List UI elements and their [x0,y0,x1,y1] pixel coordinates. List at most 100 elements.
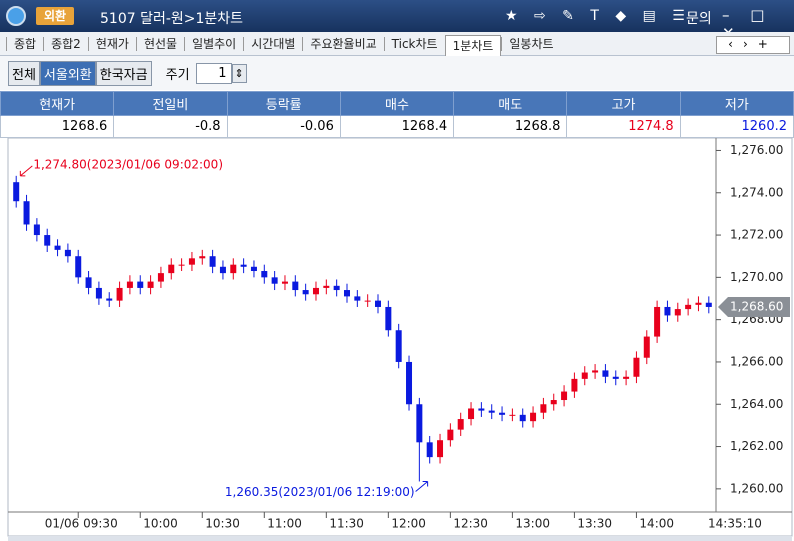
x-tick-label: 10:30 [205,517,240,531]
candle-body [354,296,361,301]
candle-body [95,287,102,299]
filter-button[interactable]: 전체 [8,60,40,86]
candle-body [219,266,226,274]
quote-table: 현재가 전일비 등락률 매수 매도 고가 저가 1268.6 -0.8 -0.06 1268.4 12… [0,91,794,138]
candle-body [54,245,61,250]
y-tick-label: 1,264.00 [730,397,783,411]
candle-body [147,281,154,288]
tab-bar: 종합 종합2 현재가 현선물 일별추이 시간대별 주요환율비교 Tick차트 1분차트 일봉차트 [0,32,794,56]
candle-body [540,404,547,413]
quote-value: 1260.2 [679,115,794,138]
column-header: 매수 [339,91,455,116]
candle-body [592,370,599,373]
candle-body [499,412,506,415]
candle-body [271,277,278,284]
quote-value: 1268.6 [0,115,115,138]
column-header: 매도 [453,91,568,116]
tab[interactable]: 현재가 [87,36,136,51]
candle-body [581,372,588,379]
y-tick-label: 1,260.00 [730,481,783,495]
candle-body [550,400,557,405]
candle-body [519,414,526,422]
tab[interactable]: 일별추이 [184,36,243,51]
candle-body [302,290,309,295]
candle-body [126,281,133,288]
candle-body [137,281,144,288]
inquiry[interactable]: 문의 [686,11,712,27]
candle-body [343,290,350,297]
y-tick-label: 1,272.00 [730,228,783,242]
column-header: 현재가 [0,91,115,116]
scrollbar[interactable] [8,536,792,541]
column-header: 고가 [566,91,681,116]
column-header: 저가 [679,91,794,116]
candle-body [250,266,257,272]
candle-body [612,376,619,379]
candle-body [116,287,123,301]
quote-table-wrap: 현재가 전일비 등락률 매수 매도 고가 저가 1268.6 -0.8 -0.06 1268.4 12… [0,91,794,138]
toolbar-icons[interactable]: ★ ⇨ ✎ T ◆ ▤ ☰ [505,8,691,24]
candle-body [478,408,485,411]
tab[interactable]: 주요환율비교 [302,36,383,51]
y-tick-label: 1,270.00 [730,270,783,284]
app-icon [6,6,26,26]
candle-body [240,264,247,267]
candle-body [437,440,444,458]
candle-body [685,304,692,310]
tab[interactable]: 시간대별 [243,36,302,51]
tab[interactable]: Tick차트 [383,36,445,51]
x-tick-label: 11:30 [329,517,364,531]
candle-body [364,300,371,302]
low-label: 1,260.35(2023/01/06 12:19:00) [225,485,415,499]
candle-body [333,285,340,291]
candle-body [106,298,113,301]
y-tick-label: 1,262.00 [730,439,783,453]
candle-body [44,235,51,246]
tab[interactable]: 1분차트 [444,34,502,56]
candle-body [75,256,82,278]
toolbar: 전체 서울외환 한국자금 주기 1 ⇕ [0,56,794,90]
quote-value: 1268.4 [339,115,455,138]
period-input[interactable]: 1 [195,62,232,84]
candle-body [23,201,30,225]
candle-body [654,306,661,337]
candle-body [375,300,382,307]
candle-body [633,357,640,377]
tab-scroll[interactable]: ‹›+ [716,36,790,54]
quote-value: 1274.8 [566,115,681,138]
candle-body [509,414,516,416]
tab[interactable]: 종합2 [43,36,88,51]
candle-body [292,281,299,291]
quote-value: -0.8 [113,115,228,138]
candle-body [199,256,206,259]
candle-body [209,256,216,267]
candle-body [188,258,195,265]
x-tick-label: 01/06 09:30 [45,517,118,531]
candle-body [674,309,681,316]
candle-body [312,287,319,295]
candle-body [695,302,702,305]
candle-body [85,277,92,288]
candle-body [64,249,71,257]
filter-button[interactable]: 한국자금 [95,60,152,86]
candle-body [488,410,495,413]
high-label: 1,274.80(2023/01/06 09:02:00) [33,157,223,171]
candle-body [468,408,475,420]
tab[interactable]: 현선물 [135,36,184,51]
candle-body [230,264,237,274]
tab[interactable]: 일봉차트 [501,36,560,51]
candle-body [13,182,20,202]
candle-body [623,376,630,379]
candle-body [457,419,464,430]
x-tick-label: 14:00 [639,517,674,531]
column-header: 전일비 [113,91,228,116]
filter-button[interactable]: 서울외환 [39,60,96,86]
candle-body [395,330,402,362]
period-spinner[interactable]: ⇕ [231,63,247,83]
menu-label[interactable]: 외환 [36,7,74,25]
high-arrow [19,165,33,177]
candle-body [530,412,537,422]
tab[interactable]: 종합 [6,36,43,51]
x-tick-label: 13:30 [577,517,612,531]
